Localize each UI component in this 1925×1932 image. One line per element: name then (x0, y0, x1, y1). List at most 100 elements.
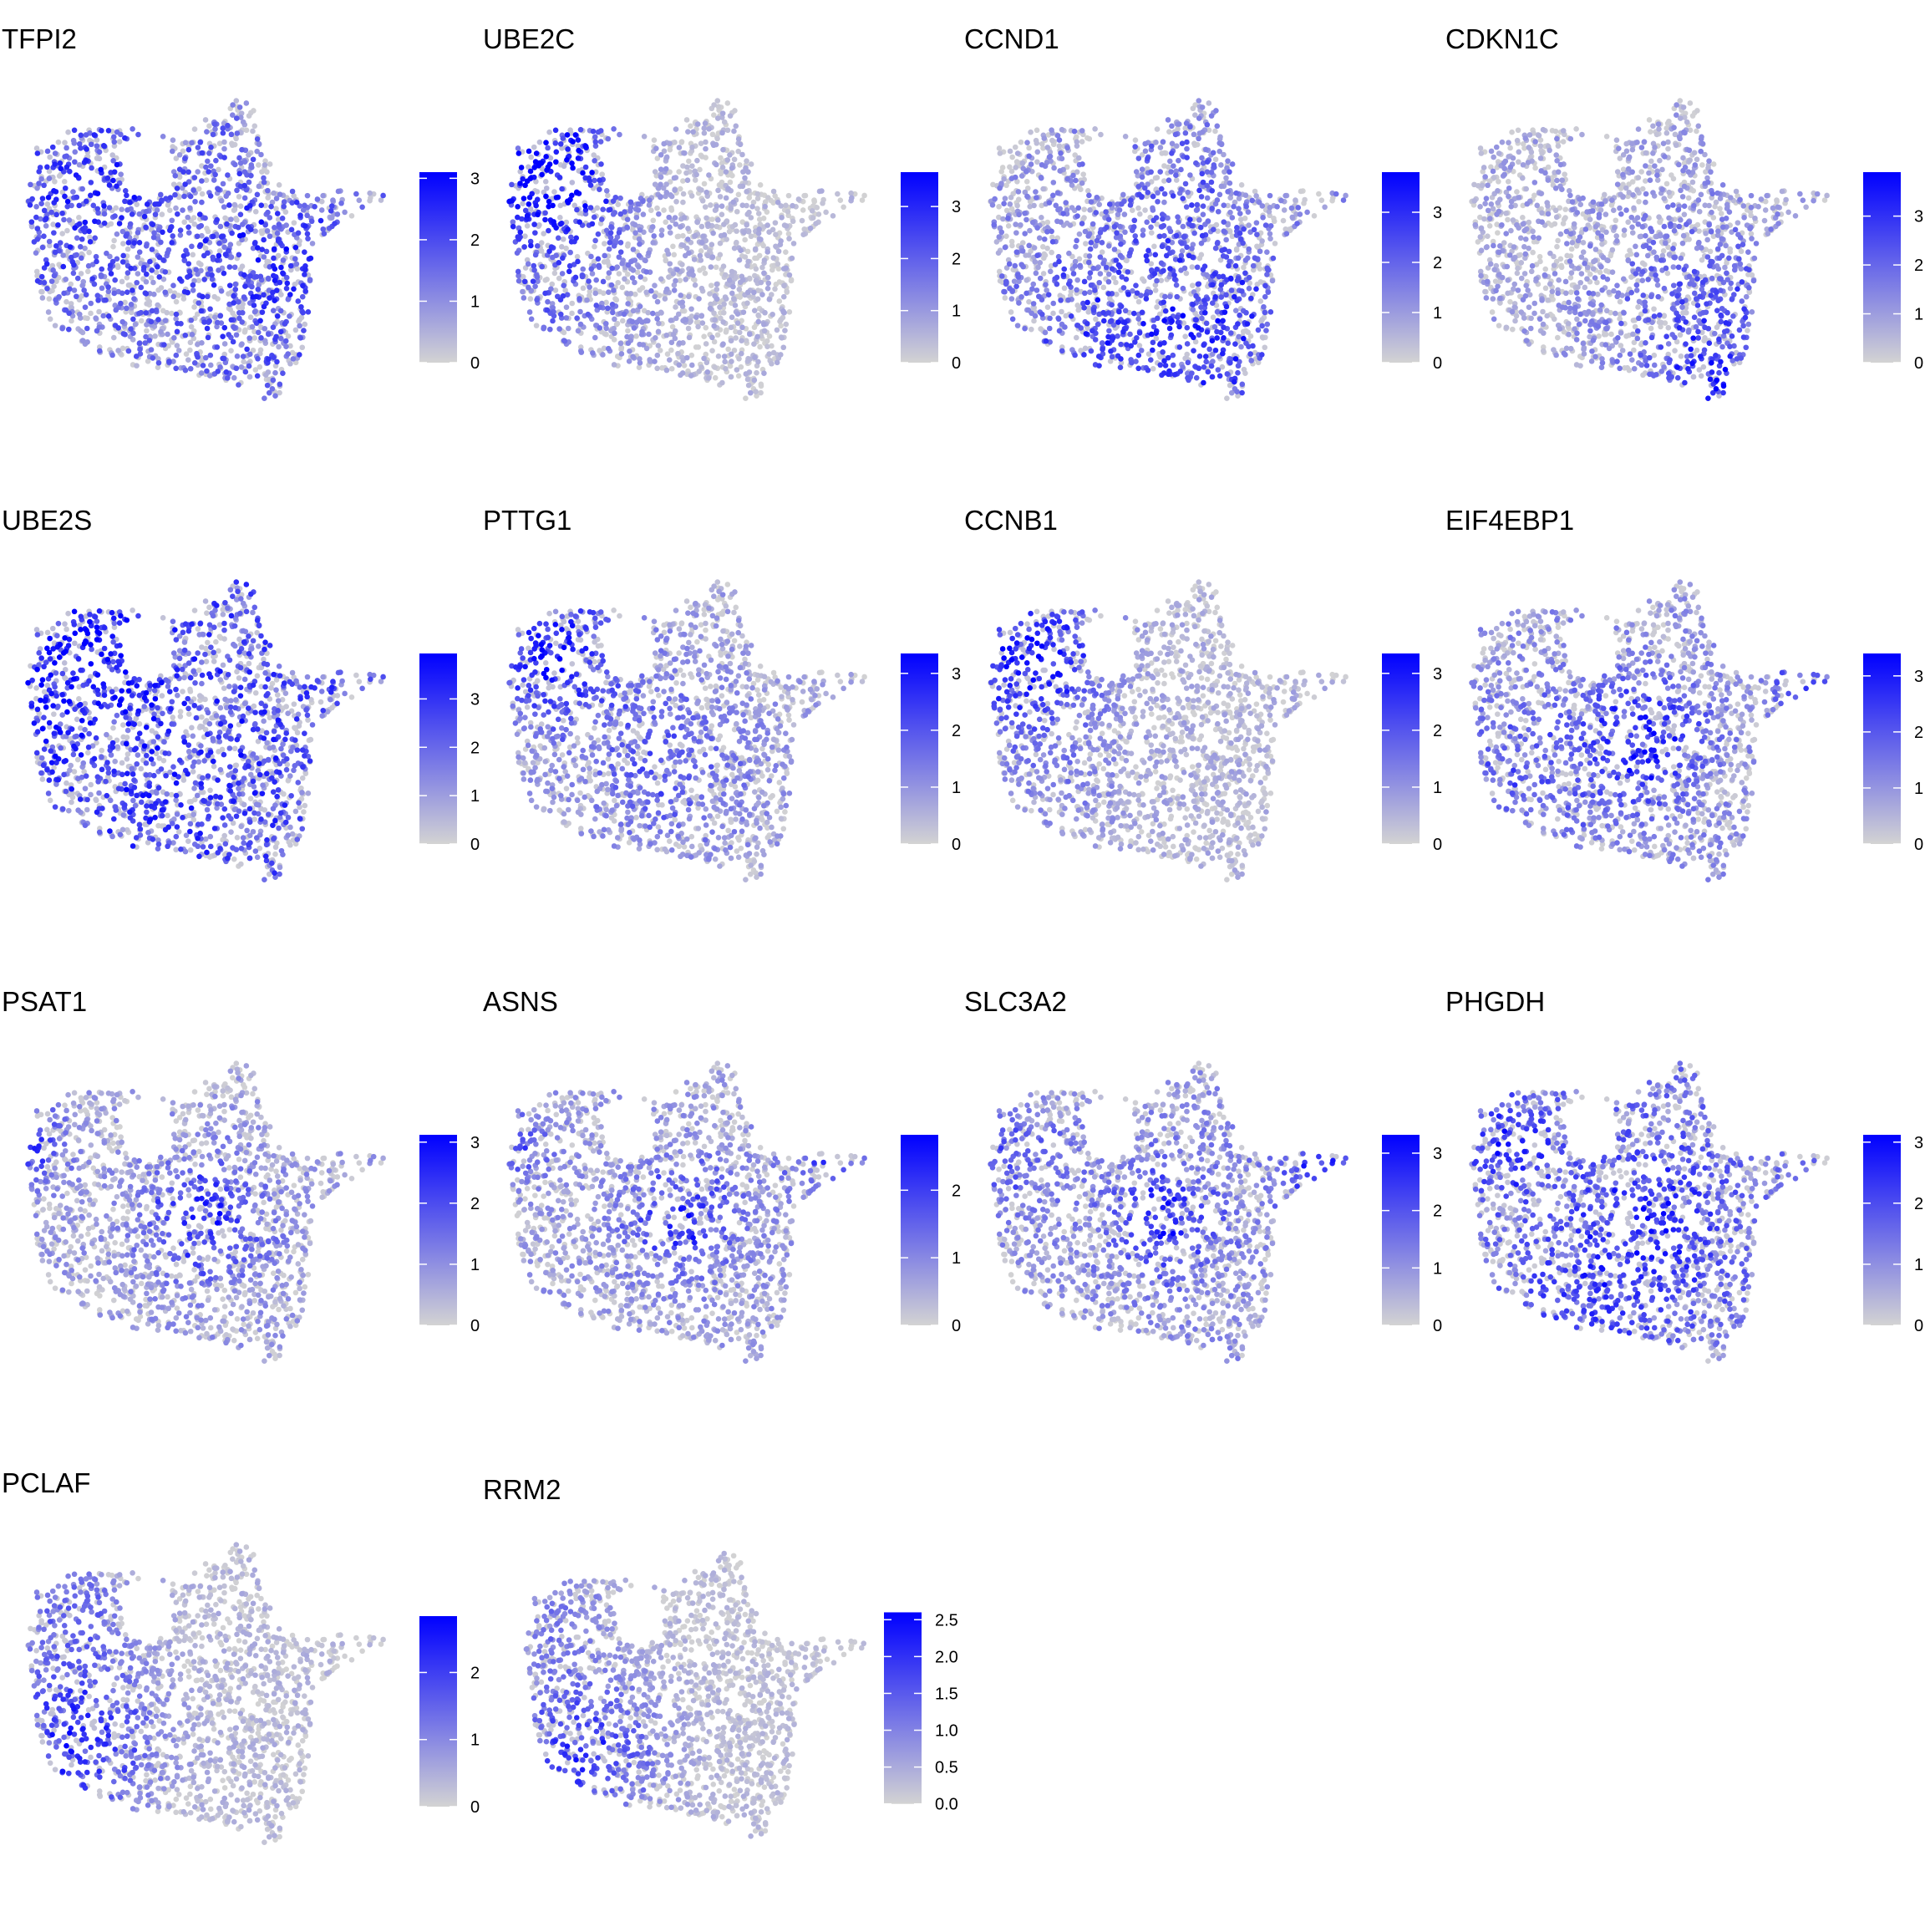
cell-point (611, 326, 617, 332)
cell-point (610, 310, 616, 316)
cell-point (1225, 371, 1231, 377)
cell-point (1015, 150, 1021, 156)
cell-point (752, 308, 758, 313)
cell-point (745, 259, 751, 265)
cell-point (698, 257, 704, 263)
cell-point (1196, 98, 1201, 104)
cell-point (1177, 344, 1183, 350)
cell-point (252, 309, 258, 315)
cell-point (170, 294, 176, 300)
cell-point (104, 175, 110, 181)
cell-point (1214, 222, 1220, 228)
cell-point (1182, 333, 1188, 339)
cell-point (282, 199, 287, 205)
cell-point (227, 307, 233, 313)
cell-point (734, 367, 740, 373)
cell-point (214, 217, 220, 223)
cell-point (719, 211, 725, 217)
cell-point (256, 184, 262, 190)
cell-point (235, 353, 241, 359)
cell-point (76, 203, 82, 209)
cell-point (83, 304, 89, 310)
cell-point (115, 325, 121, 331)
cell-point (104, 251, 109, 257)
cell-point (233, 136, 239, 142)
cell-point (201, 253, 207, 259)
cell-point (693, 282, 698, 288)
cell-point (29, 219, 35, 225)
cell-point (275, 211, 281, 216)
cell-point (51, 230, 57, 236)
cell-point (1239, 288, 1245, 294)
cell-point (593, 303, 599, 308)
cell-point (632, 292, 638, 297)
cell-point (109, 353, 115, 358)
cell-point (1001, 201, 1007, 206)
cell-point (1243, 310, 1249, 316)
cell-point (564, 304, 570, 310)
cell-point (549, 282, 555, 287)
cell-point (590, 271, 596, 277)
cell-point (1139, 348, 1145, 353)
cell-point (673, 304, 678, 310)
cell-point (542, 211, 548, 216)
cell-point (112, 169, 118, 175)
cell-point (520, 289, 526, 295)
cell-point (265, 210, 271, 216)
cell-point (604, 188, 610, 194)
cell-point (1160, 216, 1166, 222)
cell-point (88, 239, 94, 245)
cell-point (134, 353, 140, 359)
cell-point (555, 195, 561, 201)
cell-point (238, 160, 244, 166)
cell-point (1241, 226, 1247, 232)
cell-point (515, 204, 521, 210)
cell-point (185, 224, 191, 230)
cell-point (199, 370, 205, 376)
cell-point (756, 226, 762, 232)
cell-point (185, 261, 191, 267)
cell-point (1254, 231, 1260, 237)
cell-point (652, 137, 658, 143)
cell-point (144, 291, 150, 297)
cell-point (1016, 300, 1022, 306)
cell-point (1059, 348, 1065, 354)
cell-point (302, 249, 307, 255)
cell-point (567, 263, 573, 269)
cell-point (651, 233, 657, 239)
cell-point (1166, 246, 1171, 252)
cell-point (1219, 184, 1225, 190)
cell-point (141, 265, 147, 271)
cell-point (1131, 217, 1137, 223)
cell-point (1218, 162, 1224, 168)
cell-point (741, 309, 747, 315)
cell-point (602, 331, 608, 337)
cell-point (712, 317, 718, 323)
cell-point (53, 212, 59, 218)
cell-point (84, 316, 90, 322)
cell-point (737, 294, 743, 300)
cell-point (1098, 230, 1104, 236)
cell-point (367, 191, 373, 196)
cell-point (1016, 212, 1022, 218)
cell-point (1206, 100, 1212, 106)
cell-point (630, 319, 636, 325)
cell-point (286, 333, 292, 339)
cell-point (631, 308, 637, 314)
cell-point (1063, 200, 1069, 206)
cell-point (167, 227, 173, 233)
cell-point (516, 269, 521, 275)
cell-point (697, 267, 703, 273)
cell-point (1130, 207, 1135, 213)
cell-point (243, 369, 249, 375)
cell-point (584, 297, 590, 303)
cell-point (528, 243, 534, 249)
cell-point (190, 332, 196, 338)
cell-point (664, 287, 670, 292)
cell-point (255, 191, 261, 197)
cell-point (653, 335, 658, 341)
cell-point (528, 155, 534, 160)
cell-point (560, 271, 566, 277)
